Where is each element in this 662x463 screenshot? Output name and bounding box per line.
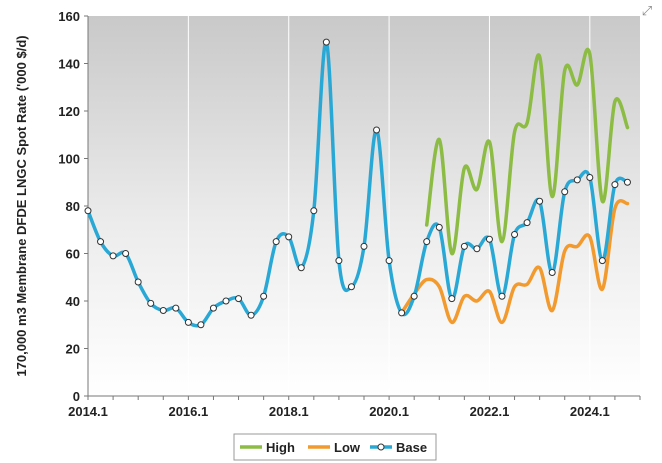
x-tick-label-5: 2024.1 <box>570 404 610 419</box>
plot-area <box>88 16 640 396</box>
data-point-base-30 <box>460 242 468 250</box>
series-line-high <box>424 48 630 256</box>
x-tick-label-2: 2018.1 <box>269 404 309 419</box>
data-point-base-15 <box>272 238 280 246</box>
data-point-base-34 <box>511 231 519 238</box>
data-point-base-23 <box>373 126 381 134</box>
x-tick-label-1: 2016.1 <box>168 404 208 419</box>
data-point-base-27 <box>423 238 431 246</box>
data-point-base-42 <box>611 181 619 189</box>
y-tick-label-1: 20 <box>66 342 80 357</box>
data-point-base-6 <box>159 307 167 314</box>
y-axis-title: 170,000 m3 Membrane DFDE LNGC Spot Rate … <box>14 35 29 376</box>
data-point-base-8 <box>184 318 192 326</box>
data-point-base-33 <box>498 292 506 300</box>
data-point-base-4 <box>134 278 142 286</box>
data-point-base-16 <box>285 233 293 241</box>
y-tick-label-0: 0 <box>73 389 80 404</box>
data-point-base-11 <box>222 297 230 305</box>
data-point-base-10 <box>209 304 217 312</box>
x-tick-label-4: 2022.1 <box>470 404 510 419</box>
data-point-base-19 <box>322 38 330 46</box>
data-point-base-1 <box>97 238 105 246</box>
data-point-base-38 <box>561 188 569 196</box>
data-point-base-29 <box>448 295 456 303</box>
data-point-base-17 <box>297 264 305 272</box>
data-point-base-18 <box>310 207 318 215</box>
data-point-base-14 <box>260 292 268 300</box>
y-tick-label-2: 40 <box>66 294 80 309</box>
data-point-base-7 <box>172 304 180 312</box>
data-point-base-43 <box>623 178 631 186</box>
legend: High Low Base <box>233 433 437 461</box>
y-tick-label-7: 140 <box>58 57 80 72</box>
y-tick-label-8: 160 <box>58 9 80 24</box>
legend-label-low: Low <box>334 440 361 455</box>
y-tick-label-4: 80 <box>66 199 80 214</box>
data-point-base-40 <box>586 174 594 181</box>
x-tick-labels: 2014.1 2016.1 2018.1 2020.1 2022.1 2024.1 <box>68 404 610 419</box>
data-point-base-25 <box>398 309 406 317</box>
data-point-base-37 <box>548 269 556 276</box>
data-point-base-13 <box>247 311 255 319</box>
y-tick-label-6: 120 <box>58 104 80 119</box>
data-point-base-32 <box>485 235 493 243</box>
data-point-base-28 <box>435 223 443 231</box>
data-point-base-24 <box>385 257 393 265</box>
legend-label-base: Base <box>396 440 427 455</box>
y-tick-label-5: 100 <box>58 152 80 167</box>
data-point-base-22 <box>360 242 368 250</box>
data-point-base-20 <box>335 257 343 265</box>
data-point-base-39 <box>573 176 581 184</box>
data-point-base-0 <box>84 207 92 215</box>
data-point-base-5 <box>147 299 155 307</box>
data-point-base-36 <box>536 197 544 205</box>
data-point-base-12 <box>235 295 243 303</box>
x-tick-label-0: 2014.1 <box>68 404 108 419</box>
data-point-base-41 <box>598 257 606 265</box>
y-tick-label-3: 60 <box>66 247 80 262</box>
data-point-base-35 <box>523 219 531 227</box>
data-point-base-21 <box>347 283 355 291</box>
data-point-base-31 <box>473 245 481 253</box>
legend-marker-base <box>377 443 385 451</box>
axes <box>84 15 641 400</box>
legend-box <box>233 433 437 461</box>
x-tick-label-3: 2020.1 <box>369 404 409 419</box>
data-point-base-26 <box>410 292 418 300</box>
expand-icon[interactable]: ⤢ <box>641 3 653 18</box>
y-tick-labels: 0 20 40 60 80 100 120 140 160 <box>58 9 80 404</box>
grid-lines <box>187 16 591 396</box>
series-layer <box>84 38 631 329</box>
data-point-base-3 <box>122 250 130 257</box>
series-line-low <box>399 199 630 325</box>
data-point-base-9 <box>197 321 205 329</box>
legend-label-high: High <box>266 440 295 455</box>
data-point-base-2 <box>109 252 117 260</box>
